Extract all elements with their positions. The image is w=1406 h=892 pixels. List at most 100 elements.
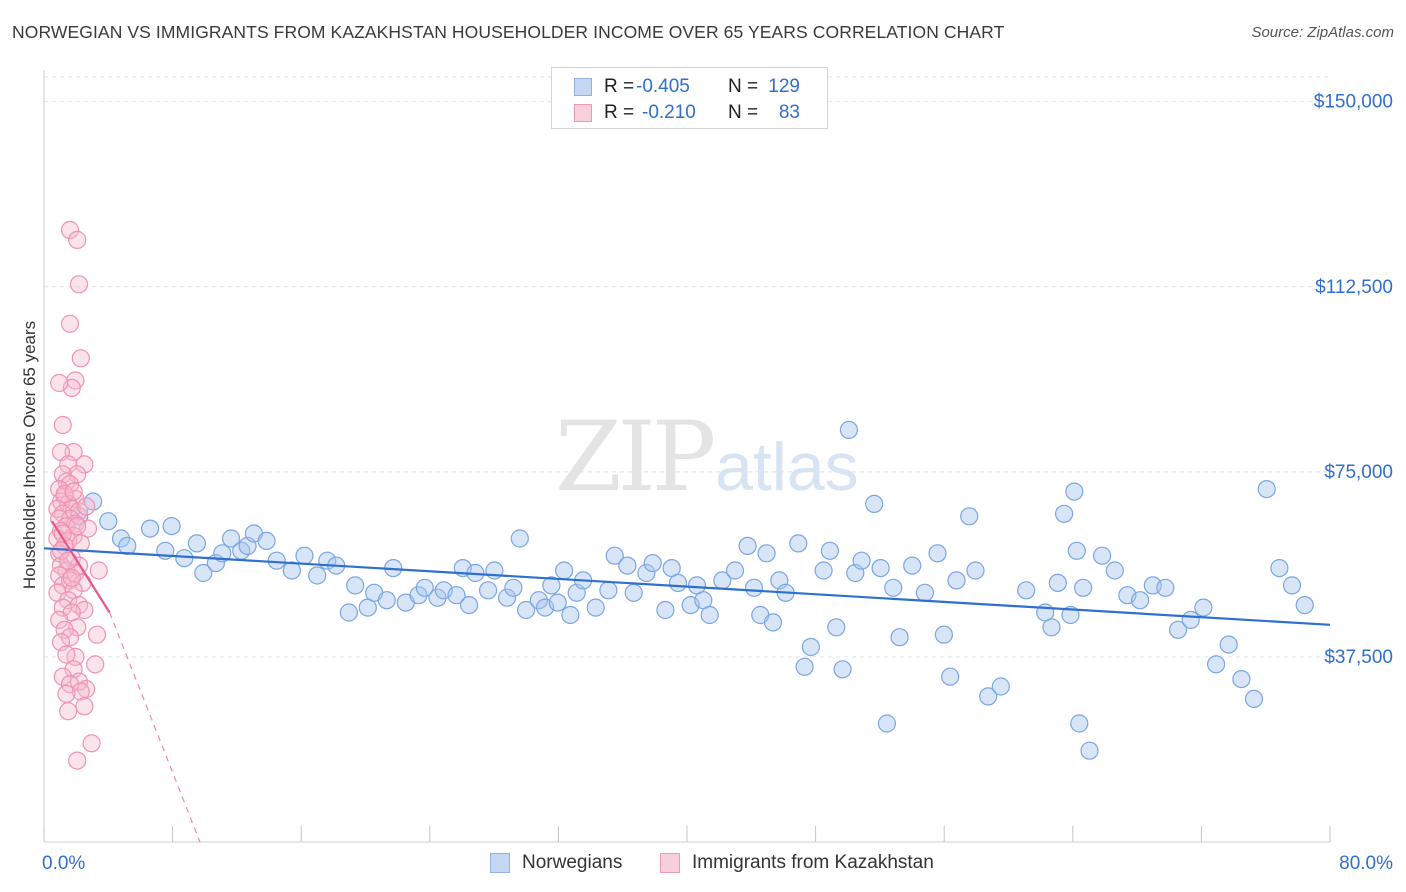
y-axis-title: Householder Income Over 65 years (20, 320, 39, 590)
norwegians-point (599, 581, 618, 600)
x-tick-labels: 0.0% 80.0% (42, 853, 1393, 874)
x-tick-label-min: 0.0% (42, 853, 85, 874)
norwegians-points (70, 420, 1314, 760)
norwegians-point (479, 581, 498, 600)
watermark-zip: ZIP (555, 401, 714, 513)
grid (44, 76, 1330, 658)
norwegians-point (738, 536, 757, 556)
kazakhstan-point (53, 667, 72, 686)
norwegians-point (833, 660, 852, 679)
norwegians-point (1054, 504, 1074, 523)
kazakhstan-point (87, 625, 107, 644)
norwegians-point (162, 516, 181, 536)
legend-row-kazakhstan: R = -0.210 N = 83 (574, 101, 800, 125)
norwegians-point (624, 583, 643, 602)
norwegians-point (561, 605, 580, 625)
norwegians-point (877, 714, 897, 733)
legend-n-value: 83 (778, 102, 800, 123)
norwegians-point (1105, 561, 1124, 580)
norwegians-point (542, 576, 561, 595)
kazakhstan-point (60, 314, 80, 333)
norwegians-point (820, 541, 840, 560)
legend-r-value: -0.405 (636, 76, 690, 97)
y-tick-label: $112,500 (1315, 277, 1393, 298)
norwegians-point (1168, 620, 1188, 639)
norwegians-point (339, 603, 358, 622)
norwegians-point (1232, 669, 1251, 689)
norwegians-point (814, 561, 833, 580)
kazakhstan-point (71, 682, 90, 701)
norwegians-point (871, 558, 890, 578)
kazakhstan-point (86, 655, 105, 674)
kazakhstan-point (68, 465, 87, 484)
norwegians-point (1270, 558, 1289, 578)
bottom-swatch-pink (660, 853, 680, 873)
norwegians-point (460, 595, 479, 615)
norwegians-point (1206, 655, 1226, 674)
norwegians-point (757, 544, 776, 563)
norwegians-point (928, 544, 947, 563)
norwegians-point (194, 563, 213, 583)
kazakhstan-point (60, 220, 80, 240)
kazakhstan-point (68, 230, 87, 249)
kazakhstan-point (50, 610, 69, 630)
norwegians-point (548, 593, 567, 612)
norwegians-point (960, 507, 979, 526)
norwegians-point (118, 536, 137, 556)
norwegians-point (1244, 689, 1264, 709)
kazakhstan-point (59, 702, 78, 721)
norwegians-point (789, 534, 808, 553)
norwegians-point (187, 534, 206, 553)
legend-swatch-pink (574, 104, 592, 122)
legend-n-label: N = (728, 102, 759, 123)
kazakhstan-point (78, 519, 98, 538)
norwegians-point (222, 529, 241, 548)
watermark-atlas: atlas (715, 429, 859, 505)
norwegians-point (1048, 573, 1067, 593)
norwegians-point (111, 529, 131, 548)
trend-lines (43, 520, 1331, 843)
kazakhstan-point (71, 349, 90, 368)
norwegians-point (941, 667, 960, 686)
kazakhstan-point (53, 415, 72, 435)
norwegians-point (1067, 541, 1086, 560)
norwegians-point (498, 588, 517, 607)
norwegians-point (99, 512, 118, 531)
kazakhstan-point (62, 568, 81, 588)
legend-n-label: N = (728, 76, 759, 97)
norwegians-point (1042, 618, 1061, 637)
norwegians-point (700, 605, 719, 625)
norwegians-point (966, 561, 985, 580)
norwegians-point (213, 544, 232, 563)
norwegians-point (1219, 635, 1238, 654)
norwegians-point (903, 556, 922, 575)
norwegians-point (295, 546, 314, 565)
watermark: ZIP atlas (555, 401, 859, 513)
norwegians-point (586, 598, 605, 617)
norwegians-point (852, 551, 871, 570)
kazakhstan-points (48, 220, 108, 770)
norwegians-point (141, 519, 160, 538)
norwegians-point (763, 613, 783, 632)
norwegians-point (1017, 581, 1036, 600)
kazakhstan-point (64, 482, 83, 501)
legend-row-norwegians: R = -0.405 N = 129 (574, 75, 800, 99)
norwegians-point (643, 553, 662, 573)
kazakhstan-point (53, 524, 72, 543)
norwegians-point (725, 561, 745, 580)
norwegians-point (409, 586, 428, 605)
legend-r-value: -0.210 (642, 102, 696, 123)
kazakhstan-point (69, 275, 89, 294)
norwegians-point (979, 687, 998, 706)
norwegians-point (308, 566, 327, 585)
norwegians-point (1080, 741, 1099, 760)
norwegians-point (377, 591, 396, 610)
y-tick-label: $37,500 (1324, 647, 1393, 668)
norwegians-point (267, 551, 286, 570)
norwegians-point (504, 578, 523, 597)
kazakhstan-trend-line (51, 520, 111, 614)
kazakhstan-point (75, 697, 94, 716)
kazakhstan-point (60, 674, 80, 694)
norwegians-point (1065, 482, 1084, 501)
